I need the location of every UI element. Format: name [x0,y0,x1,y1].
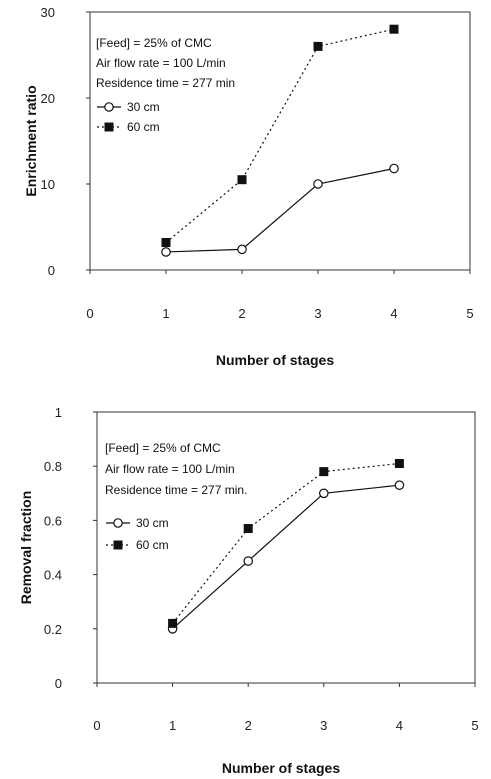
data-point [394,458,404,468]
x-tick-label: 3 [320,718,327,733]
data-point [237,244,247,255]
x-axis-label: Number of stages [216,352,334,368]
legend-label: 60 cm [127,120,160,134]
x-tick-label: 4 [390,306,397,321]
legend-label: 30 cm [136,516,169,530]
legend-marker [104,122,114,132]
y-tick-label: 0 [55,676,62,691]
x-tick-label: 3 [314,306,321,321]
x-tick-label: 1 [162,306,169,321]
series-line [172,462,400,624]
data-point [389,24,399,34]
legend-marker [113,518,123,528]
condition-annotation: Air flow rate = 100 L/min [96,56,226,70]
condition-annotation: [Feed] = 25% of CMC [105,441,221,455]
x-tick-label: 2 [245,718,252,733]
y-axis-label: Enrichment ratio [23,85,39,196]
condition-annotation: Residence time = 277 min. [105,483,247,497]
data-point [319,467,329,477]
removal-fraction-chart: 0 0.2 0.4 0.6 0.8 1 0 1 2 3 4 5 Number of stages Remo… [18,405,479,776]
data-point [168,618,178,628]
x-tick-label: 0 [93,718,100,733]
series-line [172,484,400,630]
legend-marker [104,102,114,112]
data-point [243,524,253,534]
data-point [318,488,329,499]
legend-marker [113,540,123,550]
x-tick-label: 0 [86,306,93,321]
x-axis-label: Number of stages [222,760,340,776]
plot-frame [96,411,476,684]
data-point [394,480,405,490]
series-line [165,167,395,253]
plot-frame [89,11,471,271]
x-tick-label: 5 [471,718,478,733]
data-point [243,556,253,566]
condition-annotation: Residence time = 277 min [96,76,235,90]
x-tick-label: 1 [169,718,176,733]
series-line [165,28,395,243]
y-tick-label: 30 [41,5,55,20]
data-point [313,41,323,51]
y-axis-label: Removal fraction [18,491,34,605]
y-tick-label: 1 [55,405,62,420]
condition-annotation: [Feed] = 25% of CMC [96,36,212,50]
y-tick-label: 20 [41,91,55,106]
y-tick-label: 0.6 [44,513,62,528]
data-point [237,175,247,185]
y-tick-label: 10 [41,177,55,192]
enrichment-ratio-chart: 0 10 20 30 0 1 2 3 4 5 Number of stages Enrichment … [23,5,474,368]
data-point [389,163,399,174]
data-point [313,179,323,189]
legend-label: 60 cm [136,538,169,552]
y-tick-label: 0 [48,263,55,278]
x-tick-label: 5 [466,306,473,321]
y-tick-label: 0.2 [44,622,62,637]
data-point [161,237,171,247]
x-tick-label: 4 [396,718,403,733]
condition-annotation: Air flow rate = 100 L/min [105,462,235,476]
y-tick-label: 0.8 [44,459,62,474]
data-point [161,247,171,257]
legend-label: 30 cm [127,100,160,114]
x-tick-label: 2 [238,306,245,321]
y-tick-label: 0.4 [44,568,62,583]
